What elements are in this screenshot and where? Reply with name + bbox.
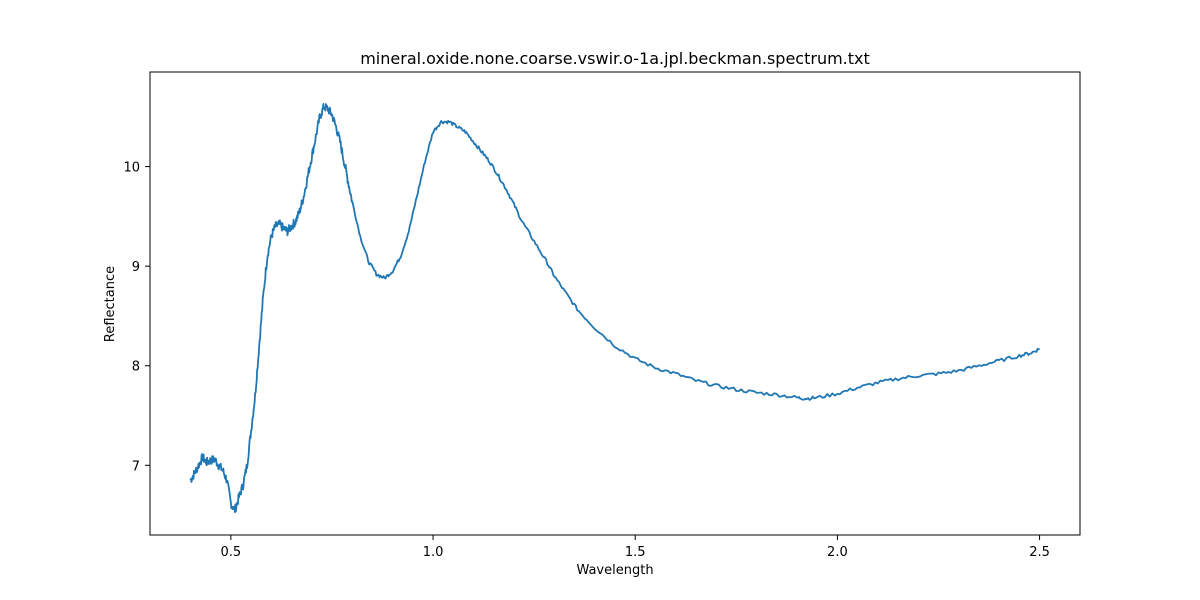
x-tick-label: 1.0 <box>423 545 444 560</box>
y-tick-label: 10 <box>123 161 140 176</box>
x-tick-label: 2.5 <box>1029 545 1050 560</box>
x-tick-label: 1.5 <box>625 545 646 560</box>
chart-title: mineral.oxide.none.coarse.vswir.o-1a.jpl… <box>360 49 870 68</box>
x-tick-label: 2.0 <box>827 545 848 560</box>
x-axis-label: Wavelength <box>576 563 653 578</box>
plot-area: 0.5 1.0 1.5 2.0 2.5 7 8 9 10 <box>123 71 1081 560</box>
axes-frame <box>149 71 1081 536</box>
y-axis-label: Reflectance <box>103 266 118 342</box>
y-tick-label: 8 <box>132 360 140 375</box>
x-tick-label: 0.5 <box>221 545 242 560</box>
series-line-0 <box>189 103 1040 514</box>
y-tick-label: 9 <box>132 260 140 275</box>
y-tick-label: 7 <box>132 459 140 474</box>
